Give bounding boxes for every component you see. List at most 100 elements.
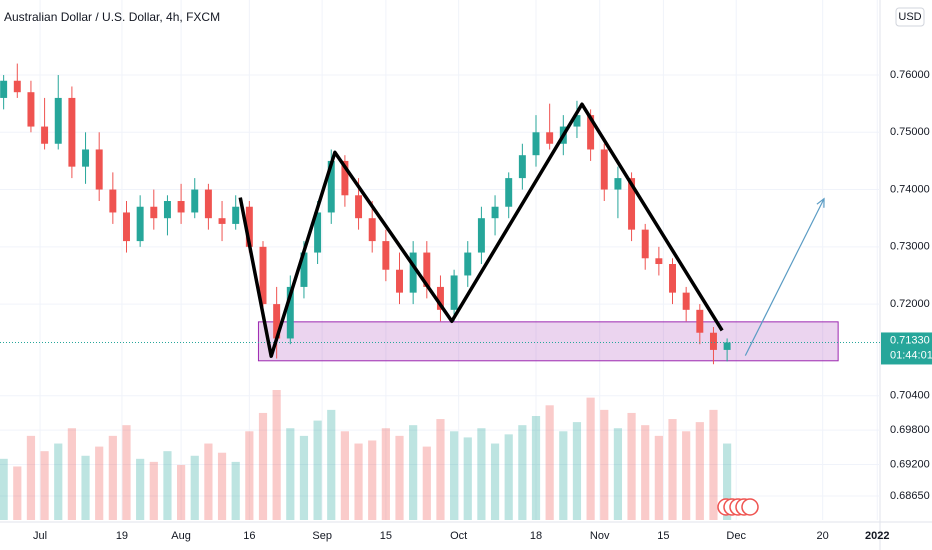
zigzag-line — [238, 102, 724, 358]
x-tick-label: Nov — [590, 530, 610, 542]
last-price-box — [881, 332, 932, 365]
volume-bar — [136, 458, 145, 520]
candle-body — [150, 206, 158, 219]
volume-bar — [190, 455, 199, 520]
volume-bar — [177, 464, 186, 520]
candle-body — [423, 252, 431, 287]
candle-body — [491, 206, 499, 219]
volume-bar — [450, 431, 459, 520]
candle-body — [341, 160, 349, 196]
volume-bar — [163, 451, 172, 520]
x-tick-label: 18 — [530, 530, 542, 542]
currency-label[interactable]: USD — [898, 11, 921, 23]
event-icon — [741, 498, 759, 516]
volume-bar — [299, 435, 309, 520]
candle-body — [477, 218, 485, 253]
volume-bar — [586, 397, 595, 520]
candle-body — [191, 189, 199, 213]
arrow-head — [816, 197, 825, 208]
candle-body — [464, 252, 472, 276]
candle-body — [655, 258, 663, 265]
y-tick-label: 0.70400 — [890, 390, 930, 402]
candle-body — [286, 286, 294, 339]
volume-bar — [108, 435, 117, 520]
volume-bar — [531, 416, 541, 520]
candle-body — [682, 292, 690, 310]
candle-body — [641, 229, 649, 259]
volume-bar — [149, 461, 158, 520]
x-tick-label: 20 — [817, 530, 829, 542]
volume-bar — [600, 409, 609, 520]
y-tick-label: 0.74000 — [890, 183, 930, 195]
candle-body — [13, 80, 21, 93]
last-price-label: 0.71330 — [890, 334, 930, 346]
currency-button[interactable] — [895, 7, 925, 27]
volume-bar — [654, 435, 663, 520]
volume-bar — [258, 412, 268, 520]
candle-body — [109, 189, 117, 213]
candle-body — [204, 189, 212, 219]
x-tick-label: Aug — [171, 530, 191, 542]
volume-bar — [231, 461, 240, 520]
candle-body — [259, 246, 267, 305]
x-tick-label: Oct — [450, 530, 467, 542]
candle-body — [82, 149, 90, 167]
candle-body — [546, 132, 554, 144]
candle-body — [368, 218, 376, 242]
volume-bar — [13, 466, 22, 520]
candle-body — [723, 342, 731, 350]
candle-body — [382, 241, 390, 270]
y-tick-label: 0.68650 — [890, 490, 930, 502]
volume-bar — [668, 419, 677, 520]
candle-body — [232, 206, 240, 224]
candle-body — [123, 212, 130, 242]
candle-body — [450, 275, 458, 310]
volume-bar — [272, 390, 281, 520]
chart-title: Australian Dollar / U.S. Dollar, 4h, FXC… — [4, 10, 220, 24]
x-tick-label: Sep — [312, 530, 332, 542]
candle-body — [41, 126, 49, 144]
candle-body — [614, 178, 622, 190]
y-tick-label: 0.76000 — [890, 69, 930, 81]
volume-bar — [40, 451, 49, 520]
volume-bar — [395, 435, 404, 520]
volume-bar — [122, 425, 131, 520]
volume-bar — [709, 409, 718, 520]
x-tick-label: 16 — [243, 530, 255, 542]
volume-bar — [695, 422, 704, 520]
candle-body — [95, 149, 103, 190]
countdown-label: 01:44:01 — [890, 349, 932, 361]
volume-bar — [67, 428, 76, 520]
candle-body — [300, 252, 308, 287]
candle-body — [709, 332, 717, 350]
x-tick-label: Jul — [33, 530, 47, 542]
volume-bar — [286, 428, 295, 520]
volume-bar — [217, 452, 227, 520]
candle-body — [0, 80, 8, 98]
y-tick-label: 0.69800 — [890, 424, 930, 436]
arrow-line — [744, 198, 825, 356]
candle-body — [587, 115, 595, 150]
volume-bar — [81, 455, 90, 520]
volume-bar — [559, 431, 568, 520]
volume-bar — [245, 431, 254, 520]
candle-body — [177, 201, 185, 213]
candle-body — [218, 218, 226, 224]
volume-bar — [0, 458, 8, 520]
candle-body — [314, 212, 322, 253]
candle-body — [273, 304, 281, 339]
volume-bar — [518, 425, 527, 520]
volume-bar — [504, 434, 513, 520]
volume-bar — [354, 443, 363, 520]
x-tick-label: 19 — [116, 530, 128, 542]
volume-bar — [409, 425, 418, 520]
volume-bar — [381, 428, 390, 520]
candle-body — [532, 132, 540, 156]
candle-body — [54, 97, 62, 144]
y-tick-label: 0.73000 — [890, 241, 930, 253]
candle-body — [163, 201, 171, 219]
volume-bar — [313, 420, 322, 520]
candle-body — [669, 264, 676, 293]
volume-bar — [463, 437, 472, 520]
